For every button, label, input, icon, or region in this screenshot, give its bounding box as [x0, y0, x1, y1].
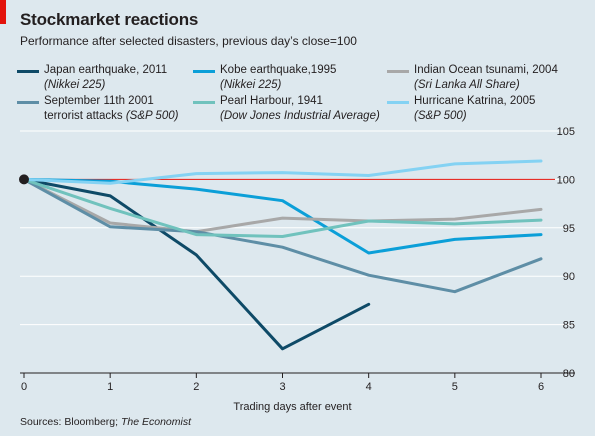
legend-swatch-sept11 [17, 101, 39, 104]
legend-item-tsunami: Indian Ocean tsunami, 2004 (Sri Lanka Al… [387, 63, 558, 93]
legend-sub-kobe: (Nikkei 225) [220, 79, 282, 91]
legend-swatch-kobe [193, 70, 215, 73]
series-line-5 [22, 159, 543, 185]
legend-sub-japan: (Nikkei 225) [44, 79, 106, 91]
y-tick-label-80: 80 [563, 368, 575, 380]
legend-swatch-pearl [193, 101, 215, 104]
legend-label-tsunami: Indian Ocean tsunami, 2004 [414, 64, 558, 76]
legend-item-katrina: Hurricane Katrina, 2005 (S&P 500) [387, 94, 536, 124]
y-tick-label-100: 100 [557, 174, 575, 186]
legend-label-pearl: Pearl Harbour, 1941 [220, 95, 323, 107]
x-tick-label-5: 5 [452, 381, 458, 393]
chart-subtitle: Performance after selected disasters, pr… [20, 34, 357, 48]
source-publication: The Economist [120, 416, 191, 428]
y-tick-label-95: 95 [563, 223, 575, 235]
y-tick-label-105: 105 [557, 126, 575, 138]
x-tick-label-6: 6 [538, 381, 544, 393]
x-axis-title: Trading days after event [233, 401, 351, 413]
legend: Japan earthquake, 2011 (Nikkei 225) Sept… [0, 0, 595, 130]
y-tick-label-85: 85 [563, 320, 575, 332]
x-tick-label-1: 1 [107, 381, 113, 393]
series-line-1 [22, 177, 543, 255]
source-note: Sources: Bloomberg; The Economist [20, 416, 191, 428]
legend-sub-tsunami: (Sri Lanka All Share) [414, 79, 520, 91]
x-tick-label-4: 4 [366, 381, 372, 393]
legend-sub-katrina: (S&P 500) [414, 110, 467, 122]
legend-label-japan: Japan earthquake, 2011 [44, 64, 168, 76]
chart-title: Stockmarket reactions [20, 10, 199, 29]
legend-sub-pearl: (Dow Jones Industrial Average) [220, 110, 380, 122]
legend-subline-sept11: terrorist attacks [44, 110, 123, 122]
y-tick-label-90: 90 [563, 271, 575, 283]
origin-dot [19, 174, 29, 185]
x-tick-label-0: 0 [21, 381, 27, 393]
series-line-2 [22, 177, 543, 234]
legend-item-sept11: September 11th 2001 terrorist attacks (S… [17, 94, 179, 124]
legend-label-sept11: September 11th 2001 [44, 95, 154, 107]
legend-item-japan: Japan earthquake, 2011 (Nikkei 225) [17, 63, 168, 93]
legend-item-kobe: Kobe earthquake,1995 (Nikkei 225) [193, 63, 337, 93]
legend-label-katrina: Hurricane Katrina, 2005 [414, 95, 536, 107]
series-line-3 [22, 177, 543, 294]
series-line-4 [22, 177, 543, 238]
legend-swatch-japan [17, 70, 39, 73]
legend-swatch-katrina [387, 101, 409, 104]
x-tick-label-3: 3 [279, 381, 285, 393]
series-line-0 [22, 177, 371, 351]
legend-label-kobe: Kobe earthquake,1995 [220, 64, 337, 76]
legend-item-pearl: Pearl Harbour, 1941 (Dow Jones Industria… [193, 94, 380, 124]
x-tick-label-2: 2 [193, 381, 199, 393]
red-tag [0, 0, 6, 24]
source-prefix: Sources: Bloomberg; [20, 416, 121, 428]
legend-sub-sept11: (S&P 500) [125, 110, 179, 122]
legend-swatch-tsunami [387, 70, 409, 73]
